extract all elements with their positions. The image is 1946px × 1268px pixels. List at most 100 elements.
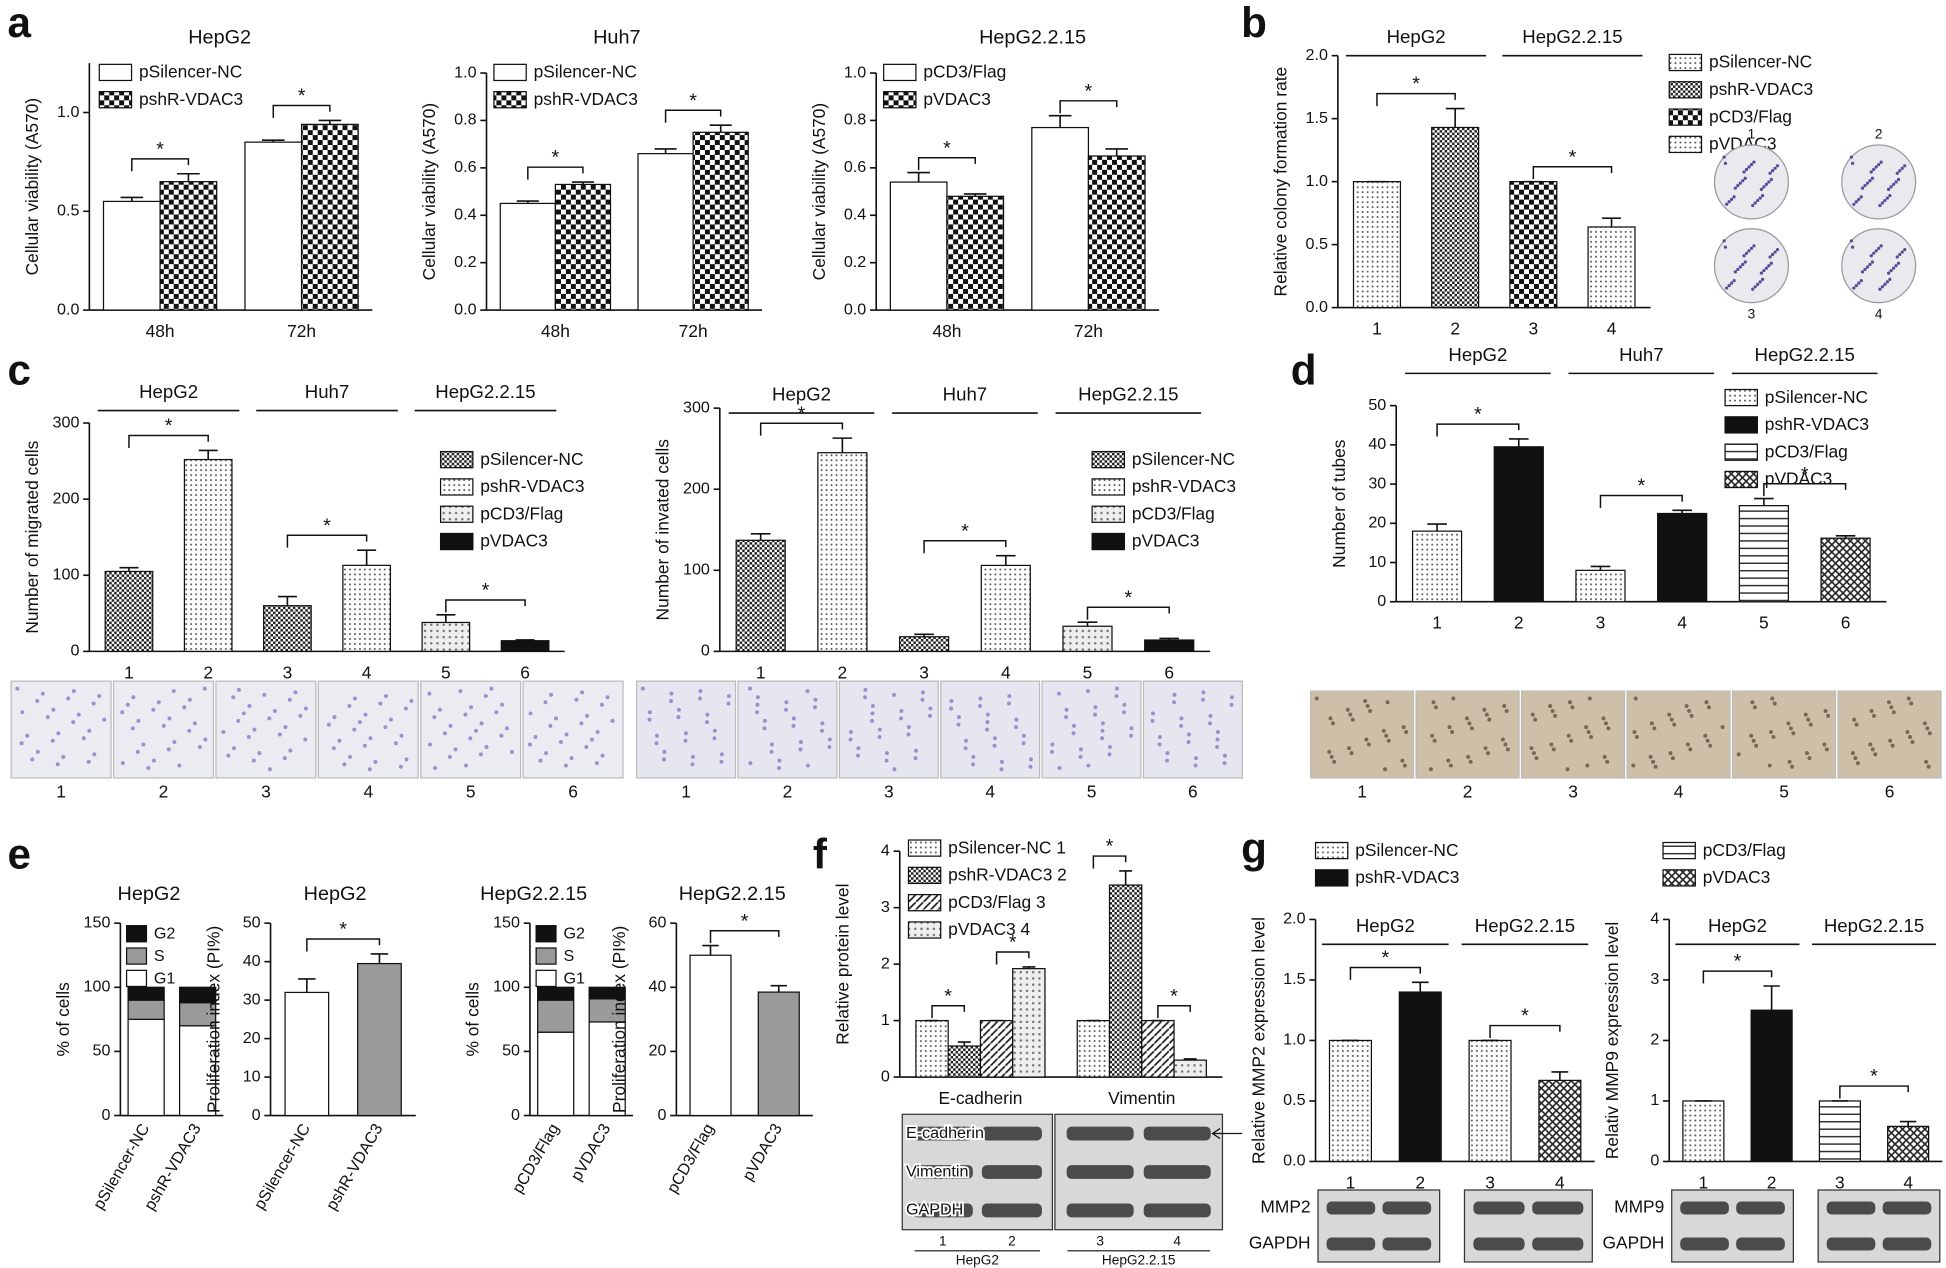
cell bbox=[1021, 733, 1026, 738]
cell bbox=[1071, 723, 1076, 728]
colony bbox=[1865, 181, 1870, 185]
cell bbox=[1855, 761, 1860, 766]
y-tick-label: 300 bbox=[683, 398, 710, 416]
cell bbox=[1570, 705, 1575, 710]
group-label: Huh7 bbox=[305, 381, 350, 402]
cell bbox=[51, 707, 56, 712]
cell bbox=[71, 720, 76, 725]
significance-bracket bbox=[1157, 1004, 1191, 1019]
colony bbox=[1756, 282, 1760, 286]
bar bbox=[104, 570, 154, 652]
cell bbox=[1806, 717, 1811, 722]
cell bbox=[35, 749, 40, 754]
cell bbox=[1586, 730, 1591, 735]
y-axis-label: Number of tubes bbox=[1329, 439, 1349, 568]
cell bbox=[574, 697, 579, 702]
legend-label: pVDAC3 bbox=[923, 89, 991, 109]
legend-swatch bbox=[535, 925, 557, 943]
cell bbox=[226, 753, 231, 758]
y-tick-label: 20 bbox=[243, 1029, 261, 1047]
colony bbox=[1898, 169, 1902, 173]
y-tick-label: 0 bbox=[70, 642, 79, 660]
legend-label: pshR-VDAC3 bbox=[1355, 867, 1459, 887]
significance-label: * bbox=[1106, 836, 1114, 858]
legend-swatch bbox=[439, 478, 474, 496]
colony bbox=[1773, 250, 1777, 254]
cell bbox=[1807, 756, 1812, 761]
cell bbox=[1651, 759, 1656, 764]
legend-label: pSilencer-NC bbox=[534, 62, 637, 82]
colony bbox=[1753, 201, 1757, 205]
cell bbox=[647, 710, 652, 715]
cell bbox=[478, 752, 483, 757]
y-tick-label: 3 bbox=[881, 898, 890, 916]
y-axis-label: Relative protein level bbox=[833, 884, 853, 1045]
cell bbox=[877, 735, 882, 739]
cell bbox=[1909, 701, 1914, 706]
y-tick-label: 50 bbox=[1368, 396, 1386, 414]
cell bbox=[920, 690, 925, 695]
colony bbox=[1744, 251, 1749, 255]
cell bbox=[262, 692, 267, 697]
cell bbox=[820, 721, 825, 726]
error-bar bbox=[298, 978, 316, 993]
chart-title: HepG2.2.15 bbox=[480, 883, 587, 905]
cell bbox=[1345, 707, 1350, 712]
blot-band bbox=[1066, 1165, 1134, 1179]
colony bbox=[1860, 270, 1865, 274]
colony bbox=[1775, 164, 1780, 168]
bar bbox=[500, 640, 550, 652]
cell bbox=[1150, 718, 1155, 723]
cell bbox=[1708, 743, 1713, 748]
y-tick-label: 0 bbox=[701, 642, 710, 660]
y-tick-label: 2 bbox=[881, 954, 890, 972]
y-tick-label: 0.4 bbox=[844, 206, 866, 224]
cell bbox=[1500, 737, 1505, 742]
cell bbox=[1824, 747, 1829, 752]
cell bbox=[342, 762, 347, 767]
x-tick-label: 1 bbox=[124, 662, 134, 682]
blot-band bbox=[1826, 1237, 1876, 1251]
cell bbox=[383, 694, 388, 699]
bar bbox=[1820, 537, 1871, 603]
colony bbox=[1850, 161, 1855, 165]
x-tick-label: 6 bbox=[520, 662, 530, 682]
panel-label: f bbox=[813, 831, 828, 878]
panel-label: g bbox=[1241, 824, 1267, 871]
cell bbox=[558, 739, 563, 744]
colony bbox=[1725, 202, 1729, 206]
cell bbox=[1684, 703, 1689, 708]
legend-swatch bbox=[1724, 388, 1758, 407]
error-bar bbox=[1508, 438, 1529, 447]
bar bbox=[1144, 639, 1195, 652]
y-axis-label: Number of invated cells bbox=[653, 439, 673, 621]
colony bbox=[1764, 182, 1768, 187]
colony bbox=[1900, 166, 1904, 170]
cell bbox=[403, 706, 408, 711]
cell bbox=[331, 746, 336, 751]
error-bar bbox=[198, 449, 218, 460]
y-tick-label: 0 bbox=[881, 1067, 890, 1085]
y-tick-label: 100 bbox=[683, 561, 710, 579]
colony bbox=[1744, 167, 1749, 172]
colony bbox=[1753, 285, 1757, 289]
cell bbox=[1870, 747, 1875, 752]
error-bar bbox=[1077, 621, 1098, 627]
cell bbox=[1927, 731, 1932, 736]
significance-bracket bbox=[931, 1004, 966, 1019]
cell bbox=[595, 730, 600, 735]
bar-segment bbox=[537, 986, 575, 1001]
cell bbox=[805, 763, 810, 768]
colony bbox=[1773, 166, 1777, 170]
y-tick-label: 1.0 bbox=[1283, 1031, 1305, 1049]
bar bbox=[692, 131, 749, 311]
significance-bracket bbox=[709, 929, 780, 944]
legend-label: G2 bbox=[563, 925, 585, 943]
cell bbox=[1464, 716, 1469, 721]
cell bbox=[363, 712, 368, 717]
cell bbox=[1432, 738, 1437, 743]
group-label: HepG2 bbox=[1708, 915, 1767, 936]
colony bbox=[1762, 185, 1766, 189]
colony bbox=[1738, 181, 1742, 185]
